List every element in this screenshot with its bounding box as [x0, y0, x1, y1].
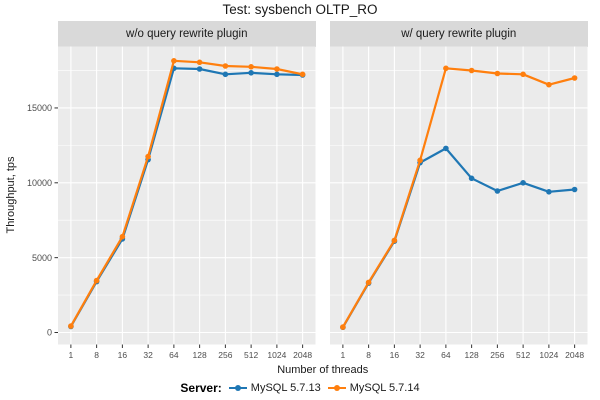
- x-tick-label: 1: [341, 350, 346, 360]
- series-point-mysql-5-7-14: [391, 237, 398, 244]
- series-point-mysql-5-7-14: [274, 66, 280, 72]
- legend-entry-label: MySQL 5.7.13: [250, 382, 321, 394]
- series-point-mysql-5-7-14: [93, 277, 100, 284]
- series-point-mysql-5-7-14: [222, 63, 229, 69]
- legend-entry-mysql-5-7-13: MySQL 5.7.13: [228, 382, 321, 394]
- x-tick-label: 32: [415, 350, 425, 360]
- series-point-mysql-5-7-14: [520, 71, 526, 78]
- series-point-mysql-5-7-14: [119, 233, 126, 240]
- series-point-mysql-5-7-14: [494, 70, 501, 77]
- series-point-mysql-5-7-14: [171, 58, 177, 64]
- x-axis-title: Number of threads: [277, 364, 369, 376]
- series-point-mysql-5-7-14: [145, 153, 151, 160]
- series-point-mysql-5-7-14: [546, 81, 552, 88]
- chart-title: Test: sysbench OLTP_RO: [222, 2, 378, 17]
- series-point-mysql-5-7-13: [571, 186, 578, 193]
- x-tick-label: 64: [169, 350, 179, 360]
- x-tick-label: 512: [244, 350, 258, 360]
- x-tick-label: 128: [465, 350, 479, 360]
- facet-strip-with-plugin: w/ query rewrite plugin: [330, 21, 588, 47]
- line-point-key-icon: [228, 385, 247, 391]
- x-tick-label: 16: [390, 350, 400, 360]
- series-point-mysql-5-7-13: [520, 180, 526, 186]
- legend: Server: MySQL 5.7.13 MySQL 5.7.14: [0, 378, 600, 398]
- series-point-mysql-5-7-14: [196, 59, 203, 66]
- series-point-mysql-5-7-14: [340, 324, 346, 330]
- x-tick-label: 16: [118, 350, 128, 360]
- series-point-mysql-5-7-13: [222, 71, 229, 78]
- x-tick-label: 1: [69, 350, 74, 360]
- y-tick-label: 5000: [32, 253, 52, 263]
- x-tick-label: 1024: [539, 350, 558, 360]
- series-point-mysql-5-7-13: [274, 71, 280, 78]
- series-point-mysql-5-7-13: [196, 66, 203, 72]
- series-point-mysql-5-7-14: [571, 75, 578, 81]
- series-line-mysql-5-7-14: [341, 67, 576, 329]
- facet-strip-without-plugin: w/o query rewrite plugin: [58, 21, 316, 47]
- series-point-mysql-5-7-13: [443, 145, 449, 152]
- series-point-mysql-5-7-13: [468, 175, 475, 182]
- x-tick-label: 256: [218, 350, 232, 360]
- x-tick-label: 8: [94, 350, 99, 360]
- series-point-mysql-5-7-14: [365, 279, 372, 286]
- legend-title: Server:: [180, 381, 222, 395]
- x-tick-label: 2048: [293, 350, 312, 360]
- x-tick-label: 256: [490, 350, 504, 360]
- series-point-mysql-5-7-14: [68, 323, 74, 329]
- y-tick-label: 0: [47, 328, 52, 338]
- x-tick-label: 1024: [267, 350, 286, 360]
- x-tick-label: 128: [193, 350, 207, 360]
- series-point-mysql-5-7-14: [248, 64, 254, 70]
- series-point-mysql-5-7-14: [468, 67, 475, 74]
- x-tick-label: 512: [516, 350, 530, 360]
- series-point-mysql-5-7-13: [546, 189, 552, 195]
- x-tick-label: 32: [143, 350, 153, 360]
- x-tick-label: 64: [441, 350, 451, 360]
- series-point-mysql-5-7-14: [443, 65, 449, 72]
- legend-entry-mysql-5-7-14: MySQL 5.7.14: [327, 382, 420, 394]
- series-point-mysql-5-7-14: [417, 157, 423, 164]
- y-tick-label: 15000: [27, 103, 52, 113]
- x-tick-label: 2048: [565, 350, 584, 360]
- x-tick-label: 8: [366, 350, 371, 360]
- y-tick-label: 10000: [27, 178, 52, 188]
- series-point-mysql-5-7-13: [248, 70, 254, 76]
- line-point-key-icon: [327, 385, 346, 391]
- series-line-mysql-5-7-14: [69, 59, 304, 328]
- series-point-mysql-5-7-14: [299, 71, 306, 78]
- series-point-mysql-5-7-13: [494, 188, 501, 194]
- legend-entry-label: MySQL 5.7.14: [349, 382, 420, 394]
